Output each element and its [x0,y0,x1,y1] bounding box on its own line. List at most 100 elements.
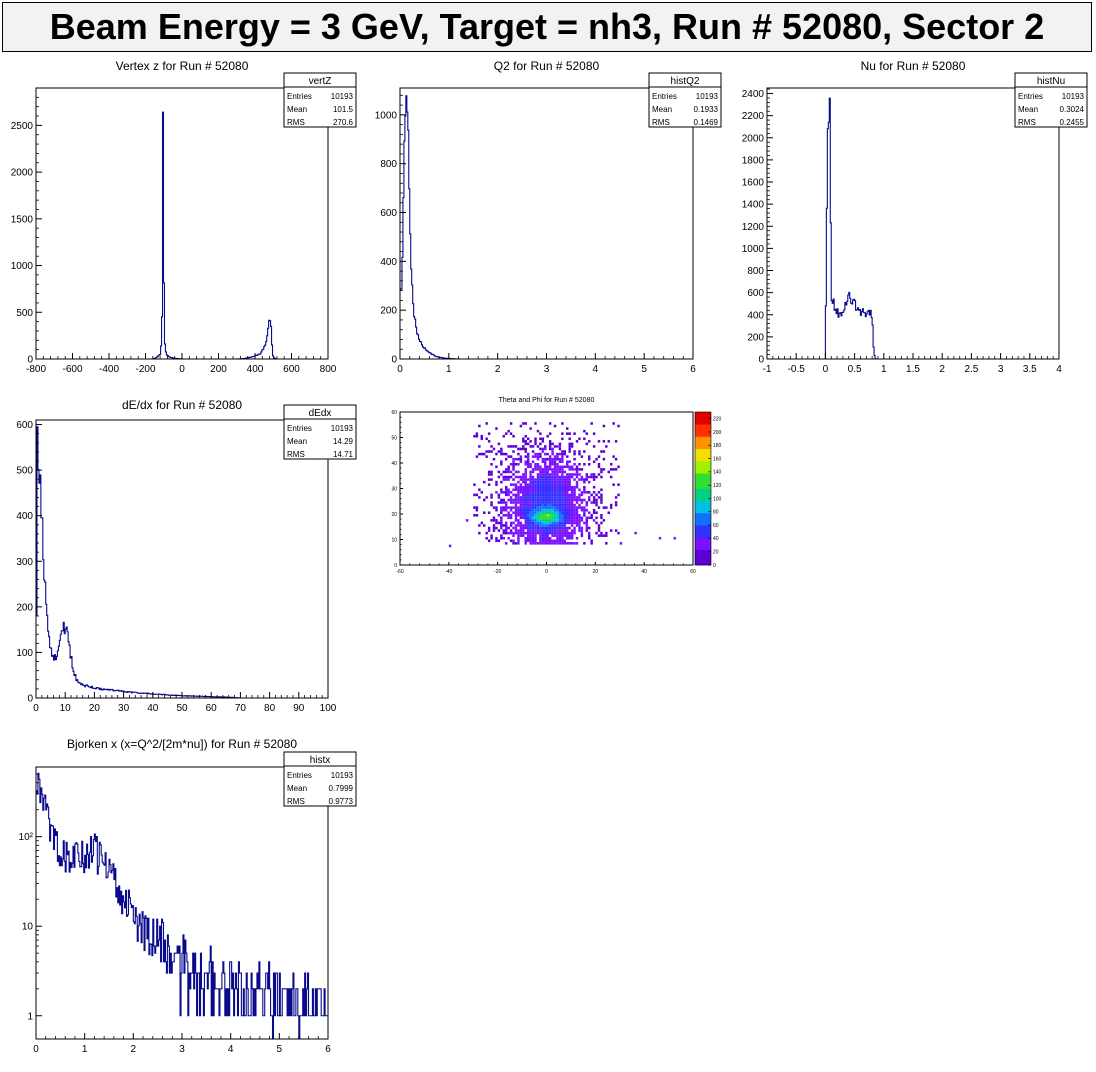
heatmap-cell [500,519,503,522]
heatmap-cell [497,539,501,543]
heatmap-cell [578,463,581,466]
heatmap-cell [548,475,552,479]
heatmap-cell [522,496,525,499]
heatmap-cell [566,536,569,540]
heatmap-cell [556,534,559,537]
heatmap-cell [592,475,596,479]
heatmap-cell [578,514,581,517]
chart-title: Vertex z for Run # 52080 [116,59,249,73]
stats-name: vertZ [309,76,332,87]
heatmap-cell [561,536,564,540]
heatmap-cell [541,514,545,517]
heatmap-cell [522,534,525,537]
heatmap-cell [575,536,579,540]
heatmap-cell [605,542,608,545]
heatmap-cell [502,452,505,456]
heatmap-cell [531,506,535,509]
stats-label: RMS [287,118,305,127]
x-tick-label: 600 [283,364,300,375]
heatmap-cell [585,526,589,530]
heatmap-cell [541,440,545,443]
heatmap-cell [526,498,530,502]
heatmap-cell [578,496,581,499]
x-tick-label: -200 [135,364,155,375]
heatmap-cell [578,488,581,492]
palette-tick-label: 200 [713,430,722,436]
chart-bjorkenx: Bjorken x (x=Q^2/[2m*nu]) for Run # 5208… [19,737,357,1055]
heatmap-cell [504,470,508,474]
heatmap-cell [536,478,540,481]
heatmap-cell [529,485,532,489]
stats-label: Mean [1018,105,1038,114]
palette-band [695,448,711,453]
heatmap-cell [556,455,559,458]
heatmap-cell [607,470,610,474]
heatmap-cell [519,488,523,492]
histogram-line [36,426,328,699]
heatmap-cell [529,511,532,514]
heatmap-cell [541,516,545,520]
heatmap-cell [541,508,545,512]
palette-band [695,516,711,520]
heatmap-cell [524,506,527,509]
heatmap-cell [526,536,530,540]
heatmap-cell [556,536,559,540]
heatmap-cell [483,480,486,484]
y-tick-label: 2400 [742,89,765,100]
heatmap-cell [568,498,571,502]
x-tick-label: 5 [641,364,647,375]
y-tick-label: 600 [16,420,33,431]
heatmap-cell [536,480,540,484]
heatmap-cell [546,498,549,502]
heatmap-cell [568,508,571,512]
heatmap-cell [580,526,584,530]
heatmap-cell [544,470,547,474]
heatmap-cell [561,542,564,545]
heatmap-cell [580,475,584,479]
heatmap-cell [578,503,581,507]
heatmap-cell [570,491,574,494]
stats-label: Entries [287,771,312,780]
heatmap-cell [609,468,613,471]
heatmap-cell [502,508,505,512]
heatmap-cell [502,531,505,535]
heatmap-cell [602,450,606,453]
heatmap-cell [483,511,486,514]
heatmap-cell [495,480,498,484]
heatmap-cell [578,521,581,525]
heatmap-cell [558,442,562,446]
heatmap-cell [526,524,530,527]
heatmap-cell [517,485,520,489]
heatmap-cell [509,455,513,458]
heatmap-cell [551,452,554,456]
palette-band [695,488,711,492]
stats-value: 101.5 [333,105,354,114]
stats-value: 14.71 [333,450,354,459]
palette-band [695,445,711,450]
heatmap-cell [553,491,557,494]
heatmap-cell [517,457,520,461]
heatmap-cell [500,460,503,463]
heatmap-cell [566,516,569,520]
heatmap-cell [573,432,576,435]
heatmap-cell [588,440,591,443]
heatmap-cell [519,455,523,458]
heatmap-cell [548,460,552,463]
y-tick-label: 200 [380,306,397,317]
heatmap-cell [517,524,520,527]
heatmap-cell [570,488,574,492]
heatmap-cell [568,473,571,476]
heatmap-cell [512,478,515,481]
heatmap-cell [563,526,567,530]
heatmap-cell [536,524,540,527]
heatmap-cell [495,427,498,430]
heatmap-cell [524,475,527,479]
heatmap-cell [553,475,557,479]
heatmap-cell [566,519,569,522]
x-tick-label: 0.5 [848,364,862,375]
heatmap-cell [558,491,562,494]
heatmap-cell [529,508,532,512]
heatmap-cell [534,516,537,520]
heatmap-cell [566,529,569,532]
heatmap-cell [573,514,576,517]
